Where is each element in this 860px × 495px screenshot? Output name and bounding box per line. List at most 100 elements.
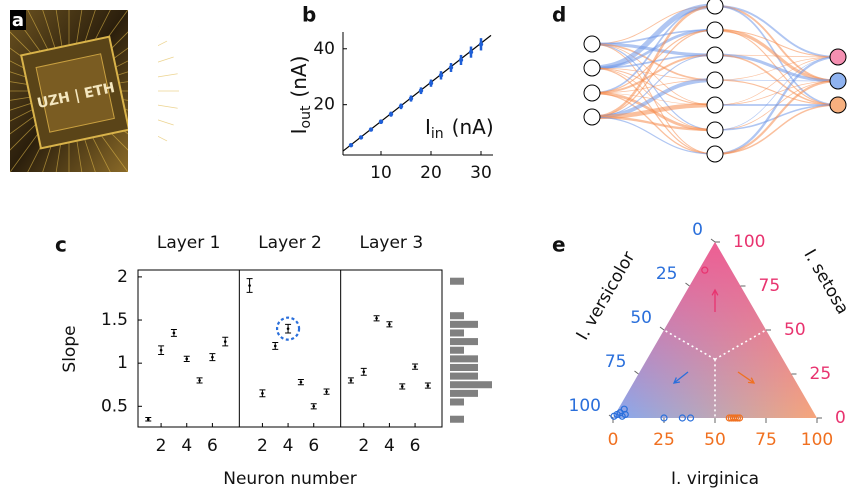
hist-bar (450, 320, 478, 328)
point (413, 365, 417, 368)
point (478, 42, 484, 47)
point (211, 355, 214, 359)
point (735, 414, 744, 422)
y-label-unit: (nA) (287, 56, 311, 98)
tick-label: 75 (605, 352, 627, 372)
tick-label: 50 (784, 320, 806, 340)
tick-label: 0 (692, 220, 703, 240)
point (349, 379, 353, 382)
x-tick-label: 2 (257, 436, 268, 456)
point (731, 414, 740, 422)
point (408, 96, 414, 101)
frame-mask-r (128, 0, 158, 180)
edge (714, 29, 839, 58)
x-tick-label: 4 (384, 436, 395, 456)
tick-label: 50 (704, 430, 726, 450)
arrow (737, 371, 755, 384)
y-tick-label: 0.5 (101, 396, 128, 416)
point (362, 370, 366, 374)
node (706, 121, 724, 139)
panel-d: d (552, 0, 847, 163)
edge (714, 104, 839, 155)
point (610, 412, 618, 420)
node (829, 48, 847, 66)
edge (591, 4, 716, 119)
x-tick-label: 4 (181, 436, 192, 456)
point (273, 344, 277, 348)
plot-frame (137, 269, 443, 428)
x-tick-label: 30 (470, 163, 492, 183)
node (706, 96, 724, 114)
point (198, 379, 201, 382)
panel-label: c (55, 233, 67, 257)
x-axis-label: Iin (nA) (425, 115, 494, 143)
y-label-sub: out (298, 105, 314, 128)
point (388, 111, 394, 117)
tick-label: 100 (801, 430, 833, 450)
node (706, 0, 724, 15)
y-axis-label: Iout (nA) (287, 56, 315, 135)
hist-bar (450, 415, 464, 423)
tick (634, 370, 639, 375)
tick-label: 100 (569, 396, 601, 416)
point (733, 414, 742, 422)
point (418, 88, 424, 93)
highlight-ring (275, 316, 301, 341)
node (583, 59, 601, 77)
tick-label: 75 (759, 276, 781, 296)
hist-bar (450, 329, 464, 337)
frame-mask-l (0, 0, 10, 180)
arrow-head (672, 377, 681, 384)
frame-mask-b (0, 172, 160, 202)
point (378, 119, 384, 124)
x-tick-label: 6 (410, 436, 421, 456)
point (159, 348, 163, 352)
node (583, 108, 601, 126)
y-axis-label: Slope (60, 325, 80, 372)
point (426, 384, 430, 387)
tick-label: 25 (653, 430, 675, 450)
point (261, 392, 264, 395)
point (398, 104, 404, 109)
tick-label: 100 (733, 232, 765, 252)
point (223, 340, 227, 343)
x-label-main: I (425, 115, 431, 139)
arrow-head (747, 377, 756, 384)
edge (714, 56, 839, 106)
edge (591, 3, 716, 71)
frame-mask-t (0, 0, 160, 10)
point (428, 80, 434, 86)
point (312, 404, 316, 408)
node (583, 35, 601, 53)
y-tick-label: 1 (117, 353, 128, 373)
panel-title: Layer 2 (258, 233, 322, 253)
hist-bar (450, 338, 478, 346)
y-tick-label: 1.5 (101, 310, 128, 330)
y-tick-label: 2 (117, 267, 128, 287)
axis-title: I. virginica (671, 469, 759, 489)
edge (714, 79, 839, 82)
x-tick-label: 4 (283, 436, 294, 456)
x-tick-label: 6 (207, 436, 218, 456)
tick-label: 0 (608, 430, 619, 450)
point (468, 49, 474, 55)
node (706, 145, 724, 163)
ternary-overlay (613, 242, 817, 418)
hist-bar (450, 312, 464, 320)
point (146, 417, 150, 421)
tick (659, 326, 665, 331)
hist-bar (450, 398, 464, 406)
point (348, 143, 354, 148)
node (583, 84, 601, 102)
x-tick-label: 20 (420, 163, 442, 183)
point (299, 380, 303, 384)
point (286, 327, 290, 330)
point (621, 410, 629, 419)
edge (714, 79, 839, 156)
panel-title: Layer 3 (360, 233, 424, 253)
tick-label: 25 (656, 264, 678, 284)
point (368, 127, 374, 132)
tick (685, 282, 690, 287)
